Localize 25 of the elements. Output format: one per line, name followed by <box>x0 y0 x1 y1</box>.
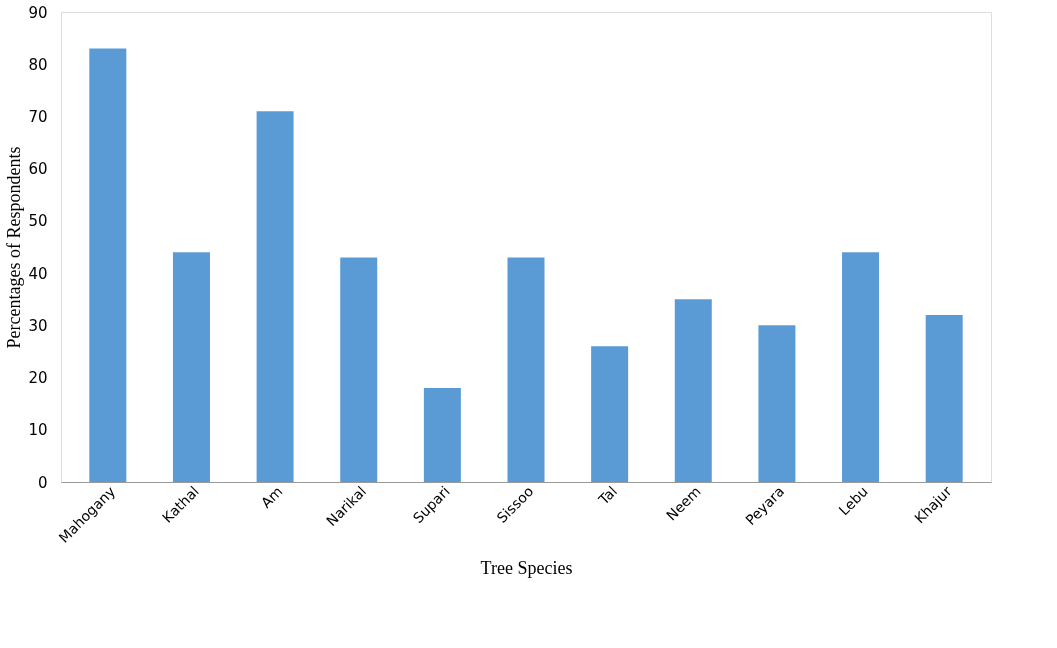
y-tick-label: 50 <box>28 212 48 231</box>
y-tick-label: 80 <box>28 55 48 74</box>
bar <box>172 252 210 482</box>
bar <box>340 257 378 482</box>
y-tick-label: 60 <box>28 160 48 179</box>
y-tick-label: 90 <box>28 3 48 22</box>
y-tick-label: 0 <box>37 473 48 492</box>
x-axis-title: Tree Species <box>480 557 573 578</box>
bar <box>591 346 629 482</box>
bar <box>925 314 963 482</box>
y-tick-label: 10 <box>28 421 48 440</box>
bar <box>256 111 294 482</box>
bar <box>507 257 545 482</box>
bar <box>423 388 461 482</box>
y-axis-title: Percentages of Respondents <box>4 146 25 349</box>
bar <box>842 252 880 482</box>
y-tick-label: 30 <box>28 316 48 335</box>
bar <box>758 325 796 482</box>
x-tick-label: Am <box>257 483 286 511</box>
y-tick-label: 70 <box>28 107 48 126</box>
bar <box>674 299 712 482</box>
bar <box>89 48 127 482</box>
y-tick-label: 20 <box>28 369 48 388</box>
x-tick-label: Tal <box>594 483 621 509</box>
y-tick-label: 40 <box>28 264 48 283</box>
